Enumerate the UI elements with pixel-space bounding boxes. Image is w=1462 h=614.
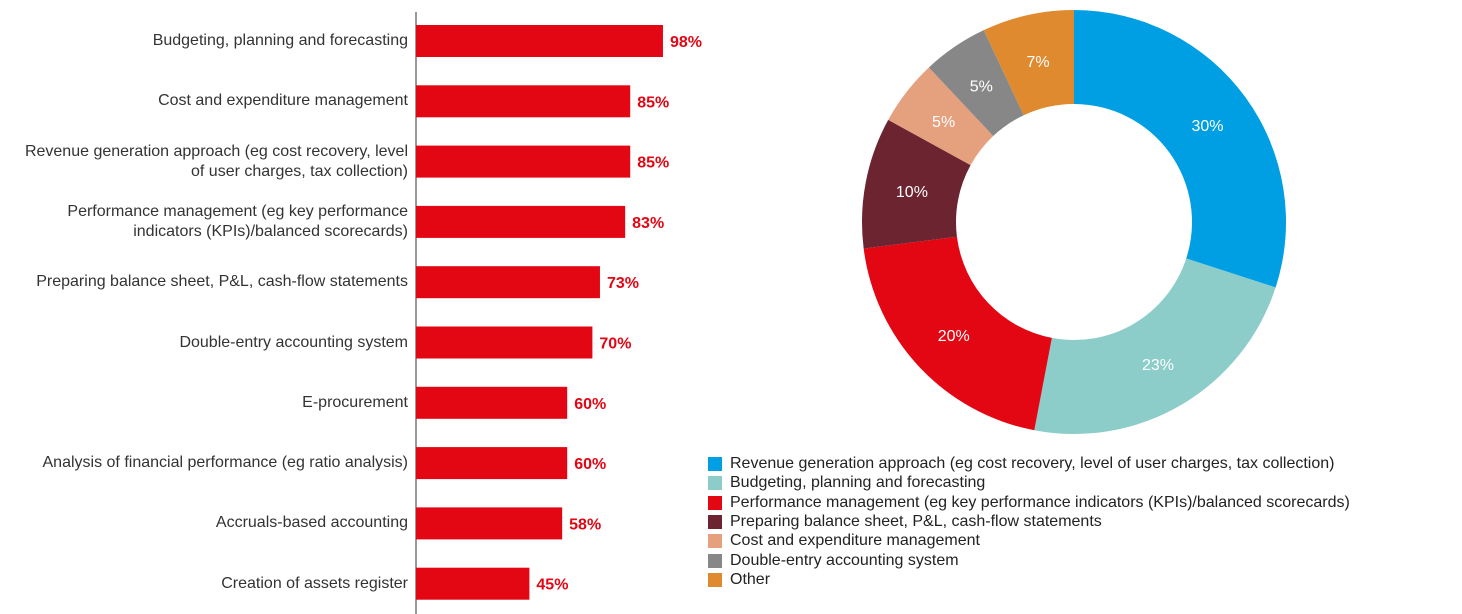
legend-swatch <box>708 457 722 471</box>
legend-label: Budgeting, planning and forecasting <box>730 474 986 492</box>
bar <box>416 25 663 57</box>
legend-swatch <box>708 514 722 529</box>
donut-slice <box>928 30 1024 136</box>
category-label: Analysis of financial performance (eg ra… <box>42 454 409 472</box>
legend-label: Double-entry accounting system <box>730 551 959 569</box>
donut-slice <box>863 236 1052 431</box>
legend-swatch <box>708 495 722 510</box>
bar <box>416 85 631 118</box>
donut-slice <box>888 67 994 166</box>
category-label: Accruals-based accounting <box>215 514 408 532</box>
bar <box>416 386 568 419</box>
legend-swatch <box>708 553 722 568</box>
donut-slice <box>1074 10 1286 288</box>
bar <box>416 205 626 238</box>
bar <box>416 447 568 480</box>
category-label: Revenue generation approach (eg cost rec… <box>24 142 408 180</box>
donut-slice <box>862 119 971 249</box>
bar <box>416 326 593 359</box>
bar <box>416 266 600 299</box>
value-label: 73% <box>607 275 639 292</box>
bar <box>416 145 631 178</box>
donut-slice <box>983 10 1074 116</box>
category-label: Preparing balance sheet, P&L, cash-flow … <box>36 273 408 291</box>
value-label: 85% <box>637 94 669 111</box>
bar <box>416 507 563 540</box>
value-label: 85% <box>637 155 669 172</box>
value-label: 60% <box>574 396 606 413</box>
legend-swatch <box>708 534 722 549</box>
donut-slice <box>1034 258 1276 435</box>
slice-label: 10% <box>896 184 928 201</box>
value-label: 58% <box>569 516 601 533</box>
legend-label: Preparing balance sheet, P&L, cash-flow … <box>730 512 1102 530</box>
value-label: 98% <box>670 34 702 51</box>
slice-label: 5% <box>970 79 993 96</box>
value-label: 83% <box>632 215 664 232</box>
slice-label: 20% <box>938 328 970 345</box>
category-label: Budgeting, planning and forecasting <box>152 32 408 49</box>
slice-label: 23% <box>1142 357 1174 374</box>
slice-label: 7% <box>1026 54 1049 71</box>
category-label: Double-entry accounting system <box>179 333 408 351</box>
slice-label: 30% <box>1191 118 1223 135</box>
category-label: E-procurement <box>302 393 408 411</box>
legend-label: Cost and expenditure management <box>730 532 980 550</box>
slice-label: 5% <box>932 114 955 131</box>
legend-label: Other <box>730 570 771 588</box>
legend-label: Performance management (eg key performan… <box>730 493 1350 511</box>
legend-swatch <box>708 572 722 587</box>
category-label: Creation of assets register <box>221 574 408 592</box>
value-label: 60% <box>574 456 606 473</box>
value-label: 45% <box>536 577 568 594</box>
value-label: 70% <box>599 336 631 353</box>
bar <box>416 567 530 600</box>
legend-label: Revenue generation approach (eg cost rec… <box>730 455 1335 472</box>
category-label: Cost and expenditure management <box>158 92 408 110</box>
legend-swatch <box>708 476 722 491</box>
category-label: Performance management (eg key performan… <box>67 202 408 240</box>
